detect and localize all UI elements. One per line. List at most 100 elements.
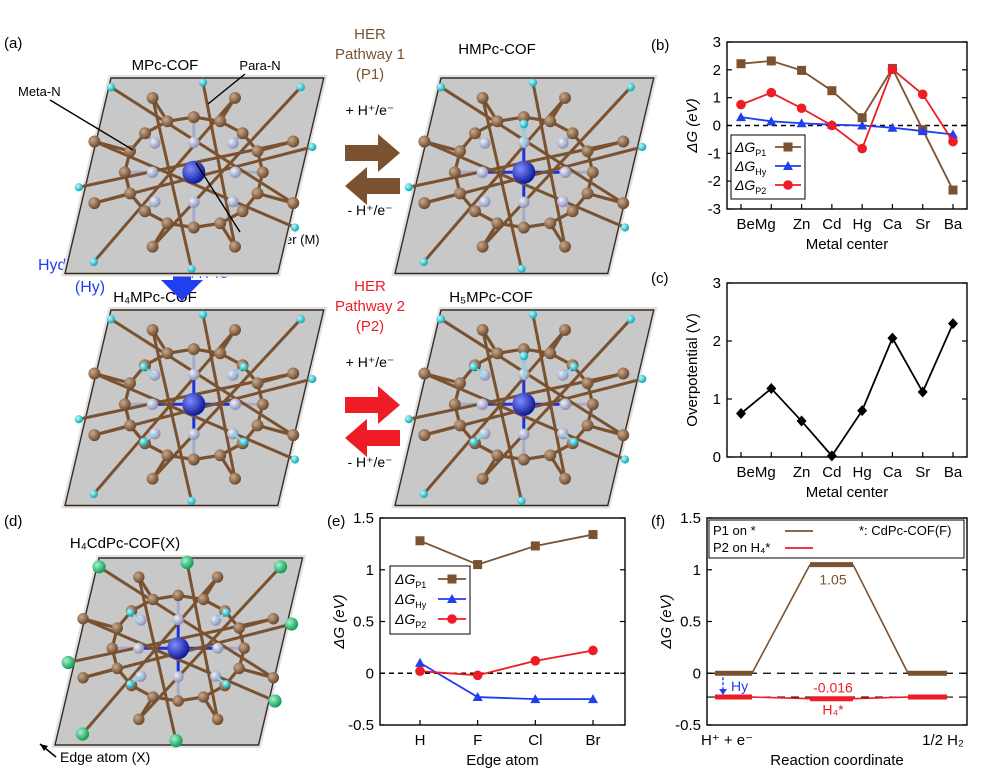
c-x-tick-label: Cd bbox=[822, 464, 841, 481]
b-x-axis-label: Metal center bbox=[806, 236, 889, 253]
nitrogen-atom bbox=[518, 428, 530, 440]
b-series-line-1 bbox=[740, 116, 954, 136]
carbon-atom bbox=[88, 367, 101, 380]
edge-x-atom bbox=[284, 617, 299, 631]
edge-x-atom bbox=[92, 560, 106, 574]
nitrogen-atom bbox=[557, 195, 569, 208]
edge-bond bbox=[440, 85, 625, 205]
carbon-atom bbox=[146, 323, 159, 336]
hydrogen-atom bbox=[469, 437, 478, 446]
label-e: (e) bbox=[327, 513, 345, 530]
carbon-atom bbox=[88, 197, 101, 210]
edge-bond bbox=[151, 329, 193, 502]
h5mpc-cof-structure bbox=[391, 307, 658, 509]
edge-bond bbox=[531, 82, 567, 247]
meta-n-label: Meta-N bbox=[18, 84, 61, 99]
edge-bond bbox=[481, 86, 632, 248]
edge-bond bbox=[185, 562, 220, 720]
carbon-atom bbox=[287, 135, 300, 148]
b-y-tick-label: 2 bbox=[713, 62, 721, 79]
edge-bond bbox=[422, 328, 567, 495]
carbon-atom bbox=[256, 398, 269, 411]
label-b: (b) bbox=[651, 37, 669, 54]
f-y-axis-label: ΔG (eV) bbox=[658, 594, 675, 649]
carbon-atom bbox=[517, 453, 530, 466]
p1-forward-arrow bbox=[345, 134, 400, 172]
carbon-atom bbox=[147, 593, 159, 606]
nitrogen-atom bbox=[146, 398, 159, 411]
edge-hydrogen-atom bbox=[419, 489, 428, 499]
carbon-atom bbox=[544, 449, 557, 462]
p2-backward-step: - H⁺/e⁻ bbox=[347, 454, 392, 470]
e-point-1-1 bbox=[472, 692, 483, 702]
carbon-atom bbox=[124, 145, 137, 158]
b-point-1-4 bbox=[857, 120, 868, 130]
hydrogen-atom bbox=[139, 362, 148, 371]
c-y-tick-label: 2 bbox=[713, 333, 721, 350]
e-point-0-1 bbox=[473, 560, 483, 570]
b-y-tick-label: -3 bbox=[708, 201, 721, 218]
label-a: (a) bbox=[4, 35, 22, 52]
metal-center-atom bbox=[512, 160, 536, 184]
carbon-atom bbox=[617, 135, 630, 148]
carbon-atom bbox=[418, 197, 431, 210]
b-legend-box bbox=[730, 134, 806, 200]
f-connector-1-1 bbox=[852, 696, 909, 700]
nitrogen-atom bbox=[518, 196, 530, 208]
carbon-atom bbox=[211, 713, 224, 726]
nitrogen-atom bbox=[559, 166, 571, 179]
c-x-tick-label: Hg bbox=[853, 464, 872, 481]
edge-bond bbox=[110, 317, 295, 437]
edge-bond bbox=[481, 329, 523, 502]
f-legend-label-0: P1 on * bbox=[713, 523, 756, 538]
b-legend-label-0: ΔGP1 bbox=[734, 139, 766, 158]
b-x-tick-label: Cd bbox=[822, 216, 841, 233]
b-point-2-7 bbox=[948, 136, 958, 147]
edge-bond bbox=[422, 96, 567, 263]
carbon-atom bbox=[559, 240, 571, 253]
carbon-atom bbox=[418, 135, 431, 148]
b-point-0-4 bbox=[857, 113, 867, 123]
edge-hydrogen-atom bbox=[106, 315, 116, 324]
metal-center-pointer bbox=[195, 162, 241, 233]
e-point-2-2 bbox=[530, 656, 541, 666]
edge-bond bbox=[151, 86, 302, 248]
b-y-tick-label: 3 bbox=[713, 34, 721, 51]
metal-center-atom bbox=[182, 160, 206, 184]
c-y-tick-label: 1 bbox=[713, 391, 721, 408]
carbon-atom bbox=[88, 135, 101, 148]
edge-hydrogen-atom bbox=[89, 257, 98, 267]
h4cdpc-cof-structure bbox=[51, 555, 307, 748]
edge-atom-pointer-head bbox=[40, 744, 48, 751]
e-point-2-3 bbox=[588, 645, 598, 656]
carbon-atom bbox=[454, 145, 467, 158]
edge-hydrogen-atom bbox=[620, 455, 630, 464]
her1-line2: Pathway 1 bbox=[335, 46, 405, 63]
b-y-tick-label: 1 bbox=[713, 90, 721, 107]
edge-bond bbox=[110, 85, 295, 205]
carbon-atom bbox=[172, 589, 184, 602]
e-x-tick-label: Cl bbox=[528, 732, 542, 749]
nitrogen-atom bbox=[479, 137, 491, 149]
carbon-atom bbox=[238, 642, 250, 654]
carbon-atom bbox=[214, 217, 227, 230]
e-y-tick-label: 0.5 bbox=[353, 614, 374, 631]
edge-hydrogen-atom bbox=[528, 310, 538, 319]
nitrogen-atom bbox=[188, 368, 200, 381]
edge-bond bbox=[151, 97, 193, 270]
carbon-atom bbox=[229, 472, 241, 485]
carbon-atom bbox=[233, 662, 245, 675]
hydrogen-atom bbox=[222, 680, 231, 689]
b-legend-marker-2 bbox=[783, 180, 793, 190]
carbon-atom bbox=[566, 205, 579, 218]
hmpc-cof-title: HMPc-COF bbox=[458, 41, 536, 58]
carbon-atom bbox=[544, 217, 557, 230]
carbon-atom bbox=[586, 166, 599, 179]
e-legend-label-1: ΔGHy bbox=[394, 591, 427, 610]
b-legend-label-2: ΔGP2 bbox=[734, 177, 766, 196]
c-point-7 bbox=[948, 318, 958, 330]
b-point-0-7 bbox=[948, 185, 958, 195]
carbon-atom bbox=[133, 713, 145, 726]
b-y-tick-label: 0 bbox=[713, 118, 721, 135]
p2-backward-arrow bbox=[345, 419, 400, 457]
